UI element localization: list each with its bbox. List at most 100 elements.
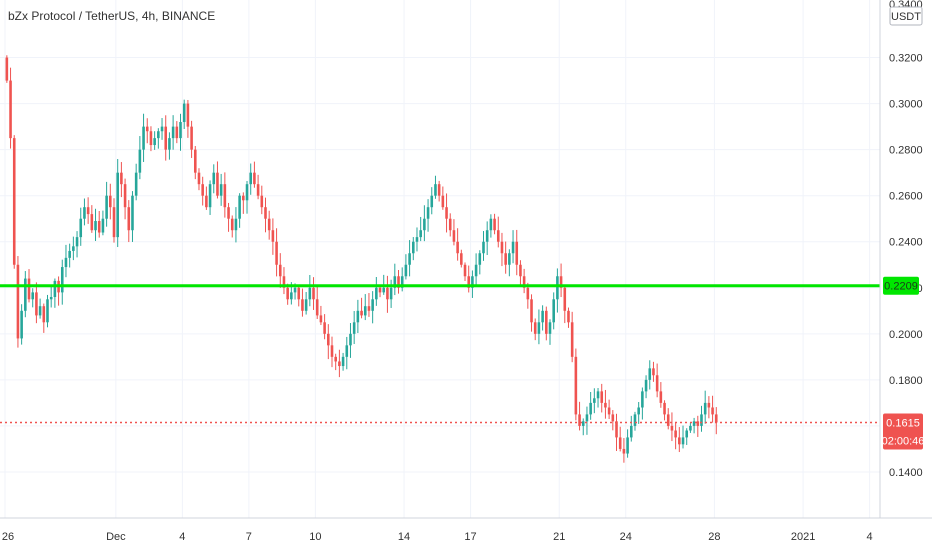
candle-body[interactable] <box>426 207 430 219</box>
candle-body[interactable] <box>678 437 681 445</box>
candle-body[interactable] <box>75 237 79 247</box>
candle-body[interactable] <box>168 138 171 150</box>
candle-body[interactable] <box>522 276 526 288</box>
candle-body[interactable] <box>68 250 71 258</box>
candle-body[interactable] <box>9 80 12 139</box>
candle-body[interactable] <box>79 218 83 238</box>
candle-body[interactable] <box>386 287 389 300</box>
candle-body[interactable] <box>441 195 445 208</box>
candle-body[interactable] <box>35 292 38 316</box>
candle-body[interactable] <box>552 299 555 323</box>
candle-body[interactable] <box>223 184 227 208</box>
candle-body[interactable] <box>511 241 515 254</box>
candle-body[interactable] <box>238 195 241 219</box>
candle-body[interactable] <box>626 437 629 454</box>
candle-body[interactable] <box>378 287 382 293</box>
candle-body[interactable] <box>515 241 519 265</box>
candle-body[interactable] <box>648 368 652 380</box>
candle-body[interactable] <box>64 257 68 268</box>
candle-body[interactable] <box>685 430 689 438</box>
candle-body[interactable] <box>696 421 700 426</box>
candle-body[interactable] <box>437 184 441 196</box>
candle-body[interactable] <box>423 218 426 231</box>
candle-body[interactable] <box>393 276 397 288</box>
candle-body[interactable] <box>334 356 337 362</box>
candle-body[interactable] <box>581 421 585 426</box>
candle-body[interactable] <box>445 207 448 219</box>
candle-body[interactable] <box>234 218 238 231</box>
candle-body[interactable] <box>670 425 674 431</box>
candle-body[interactable] <box>371 299 374 311</box>
candle-body[interactable] <box>164 126 168 150</box>
candle-body[interactable] <box>604 402 607 408</box>
candle-body[interactable] <box>253 172 256 185</box>
candle-body[interactable] <box>496 230 500 242</box>
candle-body[interactable] <box>659 391 663 403</box>
candle-body[interactable] <box>315 299 319 316</box>
candle-body[interactable] <box>216 172 219 196</box>
candle-body[interactable] <box>367 306 371 311</box>
candle-body[interactable] <box>131 195 134 231</box>
candle-body[interactable] <box>38 306 42 316</box>
candle-body[interactable] <box>97 221 101 233</box>
candle-body[interactable] <box>327 333 330 346</box>
candle-body[interactable] <box>349 333 352 346</box>
candle-body[interactable] <box>589 402 592 415</box>
candle-body[interactable] <box>153 138 156 146</box>
candle-body[interactable] <box>363 306 367 316</box>
candle-body[interactable] <box>541 310 544 323</box>
candle-body[interactable] <box>205 195 208 208</box>
candle-body[interactable] <box>474 264 478 277</box>
candle-body[interactable] <box>448 218 452 231</box>
candle-body[interactable] <box>711 407 714 415</box>
candle-body[interactable] <box>508 253 511 265</box>
candle-body[interactable] <box>633 414 637 426</box>
candle-body[interactable] <box>615 421 618 438</box>
candle-body[interactable] <box>681 437 685 445</box>
candle-body[interactable] <box>467 276 471 288</box>
candle-body[interactable] <box>20 310 23 339</box>
candle-body[interactable] <box>282 276 286 288</box>
candle-body[interactable] <box>345 345 349 357</box>
candle-body[interactable] <box>692 421 696 426</box>
candle-body[interactable] <box>563 287 567 311</box>
candle-body[interactable] <box>419 230 422 238</box>
candle-body[interactable] <box>297 287 301 300</box>
candle-body[interactable] <box>493 218 496 231</box>
candle-body[interactable] <box>607 407 611 415</box>
candle-body[interactable] <box>193 149 197 173</box>
candle-body[interactable] <box>83 207 86 219</box>
candle-body[interactable] <box>482 241 485 254</box>
candle-body[interactable] <box>182 103 186 123</box>
candle-body[interactable] <box>5 57 9 81</box>
candle-body[interactable] <box>463 264 467 277</box>
candle-body[interactable] <box>641 391 644 408</box>
candle-body[interactable] <box>411 241 415 254</box>
candle-body[interactable] <box>175 126 179 139</box>
candle-body[interactable] <box>707 402 711 408</box>
candle-body[interactable] <box>611 414 615 422</box>
candle-body[interactable] <box>260 195 264 208</box>
candle-body[interactable] <box>53 280 57 297</box>
candle-body[interactable] <box>90 214 94 231</box>
candle-body[interactable] <box>134 172 138 196</box>
candle-body[interactable] <box>179 122 182 139</box>
candle-body[interactable] <box>489 218 493 231</box>
candle-body[interactable] <box>478 253 482 265</box>
candle-body[interactable] <box>171 126 175 139</box>
candle-body[interactable] <box>308 287 312 300</box>
candle-body[interactable] <box>637 407 640 415</box>
candle-body[interactable] <box>356 310 360 323</box>
candle-body[interactable] <box>293 287 297 293</box>
candle-body[interactable] <box>286 287 289 300</box>
candle-body[interactable] <box>533 322 537 334</box>
candle-body[interactable] <box>42 306 46 323</box>
candle-body[interactable] <box>578 414 581 426</box>
candle-body[interactable] <box>16 264 20 339</box>
candle-body[interactable] <box>471 276 474 288</box>
candle-body[interactable] <box>290 292 293 300</box>
candle-body[interactable] <box>404 264 408 277</box>
candle-body[interactable] <box>415 237 419 242</box>
candle-body[interactable] <box>400 276 404 288</box>
candle-body[interactable] <box>382 287 386 293</box>
